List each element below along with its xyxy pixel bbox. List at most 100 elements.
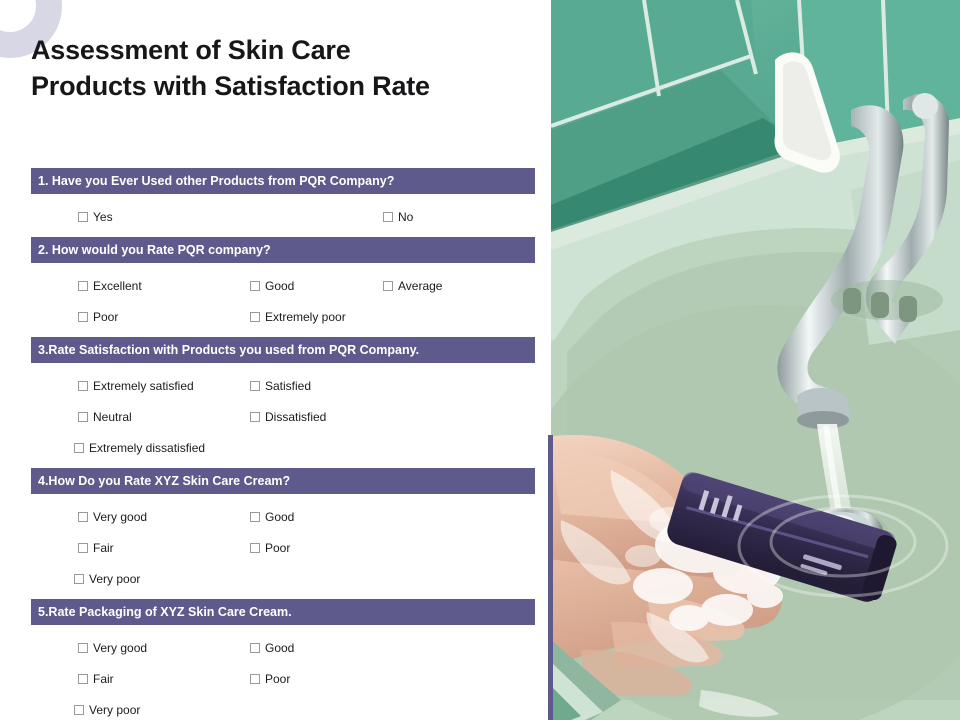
option-row: Very good Good xyxy=(31,632,535,663)
checkbox-option[interactable]: Fair xyxy=(78,663,114,694)
checkbox-option-label: Neutral xyxy=(93,409,132,424)
question-block: 5.Rate Packaging of XYZ Skin Care Cream.… xyxy=(31,599,535,720)
checkbox-option[interactable]: Extremely satisfied xyxy=(78,370,194,401)
option-row: Fair Poor xyxy=(31,532,535,563)
checkbox-option[interactable]: Satisfied xyxy=(250,370,311,401)
page-title: Assessment of Skin Care Products with Sa… xyxy=(31,32,531,104)
checkbox-option[interactable]: Excellent xyxy=(78,270,142,301)
option-row: Extremely dissatisfied xyxy=(31,432,535,463)
checkbox-option-label: Fair xyxy=(93,671,114,686)
checkbox-icon[interactable] xyxy=(250,642,260,653)
checkbox-option[interactable]: Extremely dissatisfied xyxy=(74,432,205,463)
question-header: 3.Rate Satisfaction with Products you us… xyxy=(31,337,535,363)
question-options: Very good Good Fair Poor Very poor xyxy=(31,494,535,599)
checkbox-option-label: Good xyxy=(265,640,295,655)
checkbox-option[interactable]: Good xyxy=(250,501,294,532)
page-title-line-2: Products with Satisfaction Rate xyxy=(31,71,430,101)
option-row: Very good Good xyxy=(31,501,535,532)
checkbox-option-label: Fair xyxy=(93,540,114,555)
checkbox-icon[interactable] xyxy=(78,311,88,322)
checkbox-option[interactable]: Yes xyxy=(78,201,113,232)
question-options: Excellent Good Average Poor Extremely poor xyxy=(31,263,535,337)
checkbox-option[interactable]: Very good xyxy=(78,501,147,532)
checkbox-icon[interactable] xyxy=(74,704,84,715)
checkbox-option-label: No xyxy=(398,209,414,224)
question-header: 1. Have you Ever Used other Products fro… xyxy=(31,168,535,194)
checkbox-icon[interactable] xyxy=(250,673,260,684)
checkbox-option-label: Very good xyxy=(93,509,148,524)
checkbox-option[interactable]: Very poor xyxy=(74,563,140,594)
checkbox-option[interactable]: Good xyxy=(250,632,294,663)
checkbox-option-label: Satisfied xyxy=(265,378,312,393)
option-row: Very poor xyxy=(31,563,535,594)
checkbox-option-label: Extremely satisfied xyxy=(93,378,194,393)
checkbox-icon[interactable] xyxy=(250,511,260,522)
option-row: Yes No xyxy=(31,201,535,232)
checkbox-icon[interactable] xyxy=(78,411,88,422)
question-block: 2. How would you Rate PQR company? Excell… xyxy=(31,237,535,337)
checkbox-icon[interactable] xyxy=(78,211,88,222)
photo-accent-bar xyxy=(548,435,553,720)
checkbox-option[interactable]: Average xyxy=(383,270,442,301)
checkbox-option[interactable]: Poor xyxy=(250,663,290,694)
checkbox-option[interactable]: Very poor xyxy=(74,694,140,720)
question-options: Extremely satisfied Satisfied Neutral Dissa… xyxy=(31,363,535,468)
checkbox-icon[interactable] xyxy=(78,673,88,684)
question-block: 1. Have you Ever Used other Products fro… xyxy=(31,168,535,237)
checkbox-option[interactable]: Dissatisfied xyxy=(250,401,326,432)
checkbox-option-label: Very poor xyxy=(89,702,141,717)
question-header: 2. How would you Rate PQR company? xyxy=(31,237,535,263)
question-block: 4.How Do you Rate XYZ Skin Care Cream? Ve… xyxy=(31,468,535,599)
checkbox-icon[interactable] xyxy=(250,380,260,391)
checkbox-icon[interactable] xyxy=(250,311,260,322)
checkbox-icon[interactable] xyxy=(74,442,84,453)
option-row: Excellent Good Average xyxy=(31,270,535,301)
checkbox-icon[interactable] xyxy=(78,280,88,291)
checkbox-option[interactable]: Extremely poor xyxy=(250,301,346,332)
checkbox-option-label: Extremely poor xyxy=(265,309,346,324)
question-options: Yes No xyxy=(31,194,535,237)
checkbox-option[interactable]: Good xyxy=(250,270,294,301)
option-row: Extremely satisfied Satisfied xyxy=(31,370,535,401)
checkbox-option-label: Average xyxy=(398,278,443,293)
checkbox-option-label: Good xyxy=(265,509,295,524)
checkbox-option-label: Poor xyxy=(93,309,119,324)
option-row: Neutral Dissatisfied xyxy=(31,401,535,432)
checkbox-option[interactable]: No xyxy=(383,201,413,232)
checkbox-option-label: Dissatisfied xyxy=(265,409,327,424)
checkbox-option-label: Excellent xyxy=(93,278,142,293)
checkbox-icon[interactable] xyxy=(78,642,88,653)
checkbox-icon[interactable] xyxy=(78,542,88,553)
option-row: Very poor xyxy=(31,694,535,720)
page-title-line-1: Assessment of Skin Care xyxy=(31,35,351,65)
checkbox-option[interactable]: Poor xyxy=(250,532,290,563)
checkbox-icon[interactable] xyxy=(250,542,260,553)
checkbox-option[interactable]: Fair xyxy=(78,532,114,563)
checkbox-option-label: Poor xyxy=(265,671,291,686)
checkbox-icon[interactable] xyxy=(74,573,84,584)
question-options: Very good Good Fair Poor Very poor xyxy=(31,625,535,720)
checkbox-option-label: Poor xyxy=(265,540,291,555)
checkbox-option-label: Yes xyxy=(93,209,113,224)
option-row: Poor Extremely poor xyxy=(31,301,535,332)
checkbox-option-label: Very good xyxy=(93,640,148,655)
checkbox-option[interactable]: Poor xyxy=(78,301,118,332)
checkbox-option[interactable]: Very good xyxy=(78,632,147,663)
checkbox-option-label: Good xyxy=(265,278,295,293)
checkbox-icon[interactable] xyxy=(78,380,88,391)
checkbox-icon[interactable] xyxy=(78,511,88,522)
question-block: 3.Rate Satisfaction with Products you us… xyxy=(31,337,535,468)
question-header: 5.Rate Packaging of XYZ Skin Care Cream. xyxy=(31,599,535,625)
hand-washing-photo xyxy=(551,0,960,720)
checkbox-option-label: Extremely dissatisfied xyxy=(89,440,206,455)
checkbox-icon[interactable] xyxy=(250,280,260,291)
checkbox-option[interactable]: Neutral xyxy=(78,401,132,432)
checkbox-icon[interactable] xyxy=(383,211,393,222)
question-header: 4.How Do you Rate XYZ Skin Care Cream? xyxy=(31,468,535,494)
survey-form: 1. Have you Ever Used other Products fro… xyxy=(31,168,535,720)
checkbox-option-label: Very poor xyxy=(89,571,141,586)
checkbox-icon[interactable] xyxy=(250,411,260,422)
checkbox-icon[interactable] xyxy=(383,280,393,291)
option-row: Fair Poor xyxy=(31,663,535,694)
